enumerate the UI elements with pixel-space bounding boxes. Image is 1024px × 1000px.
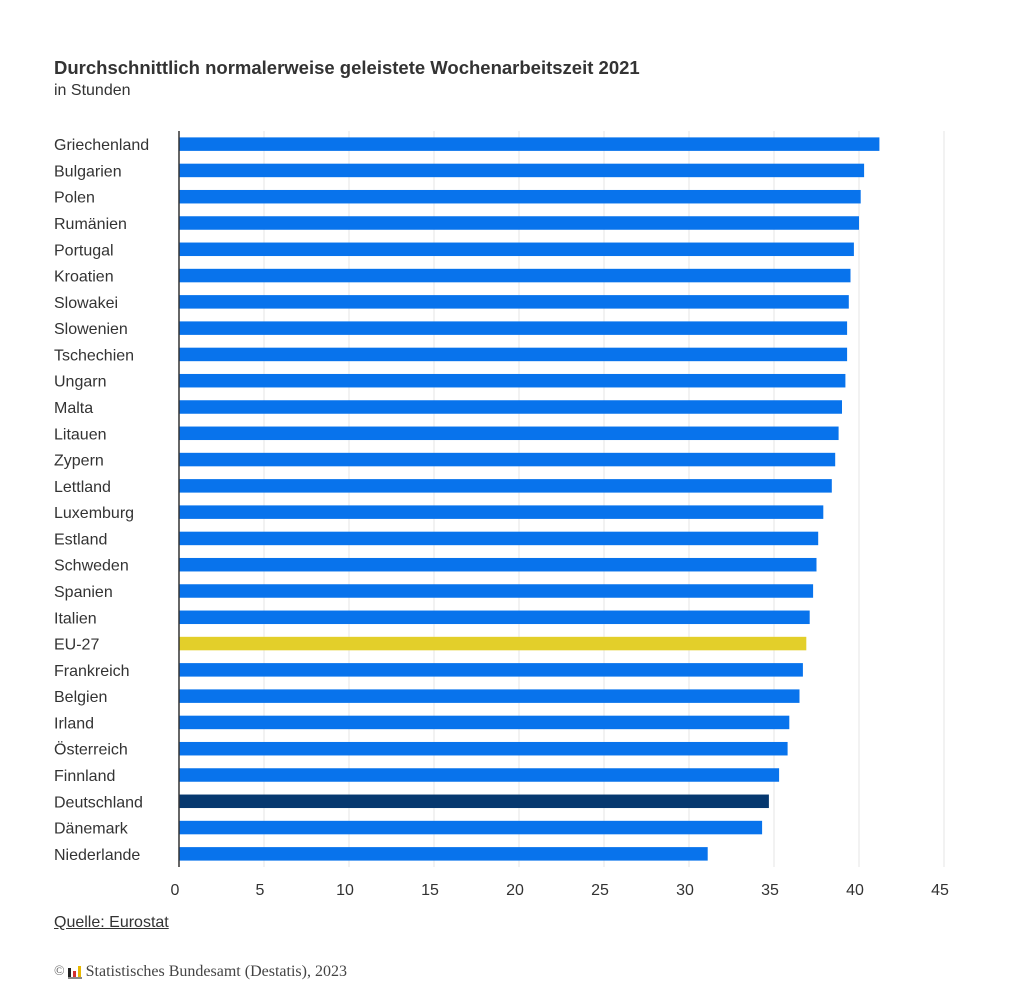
category-label: Spanien [54, 584, 113, 601]
bar-ungarn[interactable] [179, 373, 846, 388]
bar-kroatien[interactable] [179, 268, 851, 283]
category-labels: Griechenland Bulgarien Polen Rumänien Portug… [54, 137, 149, 864]
bar-schweden[interactable] [179, 557, 817, 572]
x-tick-label: 5 [256, 882, 265, 899]
x-tick-label: 20 [506, 882, 524, 899]
category-label: Portugal [54, 242, 114, 259]
copyright-line: © Statistisches Bundesamt (Destatis), 20… [54, 963, 347, 981]
category-label: Österreich [54, 741, 128, 759]
bar-griechenland[interactable] [179, 137, 880, 151]
copyright-symbol: © [54, 964, 65, 979]
chart-title: Durchschnittlich normalerweise geleistet… [54, 57, 640, 78]
category-label: Zypern [54, 453, 104, 470]
bar-lettland[interactable] [179, 479, 832, 493]
bar-litauen[interactable] [179, 426, 839, 441]
bar-dänemark[interactable] [179, 820, 763, 835]
bar-irland[interactable] [179, 715, 790, 730]
x-tick-label: 35 [761, 882, 779, 899]
x-tick-label: 30 [676, 882, 694, 899]
category-label: Tschechien [54, 347, 134, 364]
bar-spanien[interactable] [179, 584, 814, 598]
destatis-logo-icon [67, 965, 82, 979]
bar-italien[interactable] [179, 610, 810, 625]
category-label: Luxemburg [54, 505, 134, 522]
bars [179, 137, 880, 861]
bar-slowenien[interactable] [179, 321, 848, 335]
category-label: Deutschland [54, 794, 143, 811]
category-label: Finnland [54, 768, 115, 785]
category-label: Slowenien [54, 321, 128, 338]
category-label: Polen [54, 190, 95, 207]
bar-eu-27[interactable] [179, 636, 807, 651]
bar-deutschland[interactable] [179, 794, 769, 809]
x-tick-label: 0 [171, 882, 180, 899]
bar-slowakei[interactable] [179, 295, 849, 309]
bar-portugal[interactable] [179, 242, 854, 257]
x-tick-label: 25 [591, 882, 609, 899]
category-label: Dänemark [54, 821, 129, 838]
category-label: Lettland [54, 479, 111, 496]
x-tick-label: 40 [846, 882, 864, 899]
category-label: Griechenland [54, 137, 149, 154]
bar-tschechien[interactable] [179, 347, 848, 362]
source-link[interactable]: Quelle: Eurostat [54, 914, 169, 931]
bar-bulgarien[interactable] [179, 163, 865, 178]
bar-estland[interactable] [179, 531, 819, 546]
bar-finnland[interactable] [179, 768, 780, 782]
bar-polen[interactable] [179, 189, 861, 204]
copyright-text: Statistisches Bundesamt (Destatis), 2023 [85, 963, 347, 980]
category-label: Slowakei [54, 295, 118, 312]
bar-niederlande[interactable] [179, 847, 708, 861]
bar-luxemburg[interactable] [179, 505, 824, 519]
x-tick-label: 45 [931, 882, 949, 899]
x-tick-labels: 0 5 10 15 20 25 30 35 40 45 [171, 882, 949, 899]
category-label: Ungarn [54, 374, 106, 391]
gridlines [263, 131, 945, 867]
bar-belgien[interactable] [179, 689, 800, 703]
category-label: EU-27 [54, 637, 99, 654]
x-tick-label: 15 [421, 882, 439, 899]
category-label: Kroatien [54, 269, 114, 286]
bar-malta[interactable] [179, 400, 842, 414]
category-label: Bulgarien [54, 163, 122, 180]
category-label: Niederlande [54, 847, 140, 864]
bar-österreich[interactable] [179, 741, 788, 756]
x-tick-label: 10 [336, 882, 354, 899]
bar-zypern[interactable] [179, 452, 836, 467]
category-label: Irland [54, 715, 94, 732]
category-label: Frankreich [54, 663, 130, 680]
bar-rumänien[interactable] [179, 216, 859, 230]
category-label: Litauen [54, 426, 107, 443]
category-label: Belgien [54, 689, 107, 706]
category-label: Italien [54, 610, 97, 627]
bar-frankreich[interactable] [179, 663, 803, 677]
chart-subtitle: in Stunden [54, 82, 131, 99]
category-label: Malta [54, 400, 93, 417]
category-label: Schweden [54, 558, 129, 575]
category-label: Estland [54, 531, 107, 548]
category-label: Rumänien [54, 216, 127, 233]
